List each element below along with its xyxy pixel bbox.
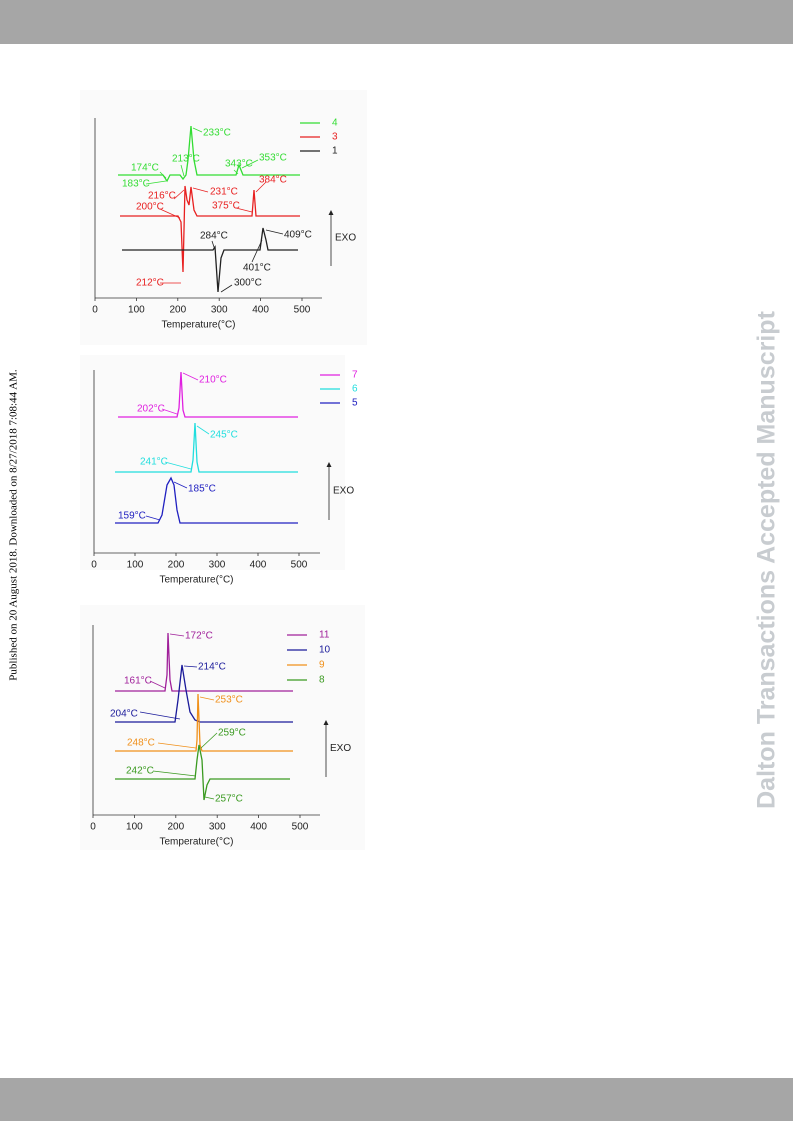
annotation: 210°C (199, 375, 227, 386)
x-tick-label: 200 (169, 305, 186, 316)
exo-label: EXO (333, 486, 354, 497)
exo-label: EXO (330, 743, 351, 754)
legend-label: 11 (319, 630, 330, 641)
x-tick-label: 500 (294, 305, 311, 316)
annotation: 259°C (218, 728, 246, 739)
curve (115, 422, 298, 473)
annotation: 214°C (198, 662, 226, 673)
x-tick-label: 100 (126, 822, 143, 833)
side-note: Published on 20 August 2018. Downloaded … (8, 369, 20, 681)
exo-label: EXO (335, 233, 356, 244)
x-tick-label: 100 (128, 305, 145, 316)
annotation: 343°C (225, 159, 253, 170)
watermark: Dalton Transactions Accepted Manuscript (753, 310, 781, 808)
exo-arrowhead (328, 210, 334, 215)
figure-panel (80, 355, 345, 570)
annotation: 202°C (137, 404, 165, 415)
annotation: 248°C (127, 738, 155, 749)
x-tick-label: 0 (91, 560, 97, 571)
x-tick-label: 200 (167, 822, 184, 833)
x-tick-label: 400 (250, 560, 267, 571)
annotations: 210°C 202°C 245°C 241°C 185°C 159°C (118, 375, 238, 522)
annotation: 384°C (259, 175, 287, 186)
legend-label: 4 (332, 118, 338, 129)
x-tick-label: 300 (209, 560, 226, 571)
legend-label: 8 (319, 675, 325, 686)
legend-label: 6 (352, 384, 358, 395)
x-tick-label: 0 (92, 305, 98, 316)
arrows (139, 633, 218, 800)
annotation: 284°C (200, 231, 228, 242)
x-tick-label: 100 (127, 560, 144, 571)
legend-label: 10 (319, 645, 331, 656)
annotations: 172°C 161°C 214°C 204°C 253°C 248°C 259°… (110, 631, 246, 805)
annotation: 300°C (234, 278, 262, 289)
x-tick-label: 0 (90, 822, 96, 833)
annotation: 161°C (124, 676, 152, 687)
annotation: 172°C (185, 631, 213, 642)
annotation: 212°C (136, 278, 164, 289)
curve (118, 125, 300, 183)
figure-panel (80, 605, 365, 850)
x-tick-label: 200 (168, 560, 185, 571)
x-axis-label: Temperature(°C) (161, 320, 235, 331)
curve (115, 664, 293, 723)
x-axis-label: Temperature(°C) (159, 575, 233, 586)
x-tick-label: 500 (292, 822, 309, 833)
x-tick-label: 300 (209, 822, 226, 833)
annotations: 233°C 213°C 343°C 353°C 174°C 183°C 216°… (122, 128, 312, 289)
figure-panel (80, 90, 367, 345)
annotation: 409°C (284, 230, 312, 241)
arrows (145, 127, 284, 293)
legend-label: 5 (352, 398, 358, 409)
annotation: 241°C (140, 457, 168, 468)
annotation: 245°C (210, 430, 238, 441)
curve (115, 476, 298, 524)
annotation: 231°C (210, 187, 238, 198)
exo-arrowhead (323, 720, 329, 725)
annotation: 353°C (259, 153, 287, 164)
legend-label: 1 (332, 146, 338, 157)
curve (115, 693, 293, 752)
header-band (0, 0, 793, 44)
legend-label: 7 (352, 370, 358, 381)
legend-label: 3 (332, 132, 338, 143)
annotation: 401°C (243, 263, 271, 274)
curve (118, 371, 298, 418)
x-axis-label: Temperature(°C) (159, 837, 233, 848)
annotation: 257°C (215, 794, 243, 805)
annotation: 213°C (172, 154, 200, 165)
curve (115, 632, 293, 692)
x-tick-label: 400 (252, 305, 269, 316)
footer-band (0, 1078, 793, 1121)
annotation: 253°C (215, 695, 243, 706)
x-tick-label: 400 (250, 822, 267, 833)
annotation: 174°C (131, 163, 159, 174)
curve (120, 185, 300, 273)
annotation: 375°C (212, 201, 240, 212)
exo-arrowhead (326, 462, 332, 467)
annotation: 242°C (126, 766, 154, 777)
arrows (145, 372, 210, 521)
annotation: 200°C (136, 202, 164, 213)
curve (115, 744, 290, 801)
x-tick-label: 300 (211, 305, 228, 316)
annotation: 204°C (110, 709, 138, 720)
annotation: 233°C (203, 128, 231, 139)
annotation: 183°C (122, 179, 150, 190)
annotation: 159°C (118, 511, 146, 522)
legend-label: 9 (319, 660, 325, 671)
annotation: 185°C (188, 484, 216, 495)
x-tick-label: 500 (291, 560, 308, 571)
annotation: 216°C (148, 191, 176, 202)
